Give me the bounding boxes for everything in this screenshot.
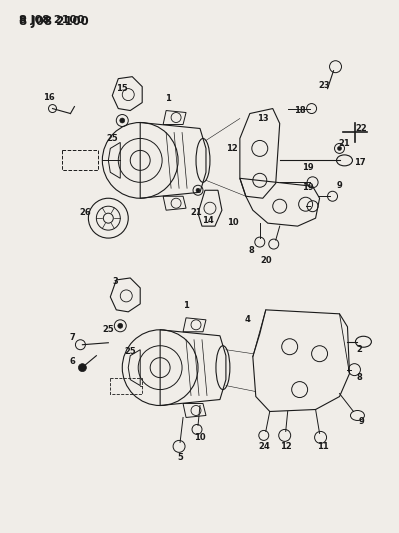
- Text: 5: 5: [177, 453, 183, 462]
- Text: 25: 25: [103, 325, 114, 334]
- Text: 24: 24: [258, 442, 270, 451]
- Text: 10: 10: [227, 217, 239, 227]
- Text: 17: 17: [354, 158, 365, 167]
- Text: 13: 13: [257, 114, 269, 123]
- Text: 18: 18: [294, 106, 306, 115]
- Text: 23: 23: [319, 81, 330, 90]
- Text: 8 J08 2100: 8 J08 2100: [19, 15, 89, 28]
- Text: 25: 25: [107, 134, 118, 143]
- Text: 6: 6: [69, 357, 75, 366]
- Text: 9: 9: [337, 181, 342, 190]
- Circle shape: [120, 118, 125, 123]
- Text: 21: 21: [339, 139, 350, 148]
- Text: 1: 1: [183, 301, 189, 310]
- Text: 3: 3: [113, 278, 118, 286]
- Text: 15: 15: [117, 84, 128, 93]
- Text: 10: 10: [194, 433, 206, 442]
- Text: 2: 2: [356, 345, 362, 354]
- Text: 12: 12: [280, 442, 292, 451]
- Text: 4: 4: [245, 316, 251, 324]
- Text: 12: 12: [226, 144, 238, 153]
- Text: 19: 19: [302, 183, 314, 192]
- Text: 16: 16: [43, 93, 54, 102]
- Text: 19: 19: [302, 163, 314, 172]
- Text: 22: 22: [356, 124, 367, 133]
- Text: 14: 14: [202, 216, 214, 225]
- Text: 1: 1: [165, 94, 171, 103]
- Text: 11: 11: [317, 442, 328, 451]
- Text: 8: 8: [249, 246, 255, 255]
- Circle shape: [196, 188, 200, 192]
- Text: 9: 9: [359, 417, 364, 426]
- Text: 8 J08 2100: 8 J08 2100: [19, 15, 84, 25]
- Text: 7: 7: [69, 333, 75, 342]
- Circle shape: [118, 324, 123, 328]
- Circle shape: [338, 147, 342, 150]
- Text: 8: 8: [357, 373, 362, 382]
- Circle shape: [79, 364, 87, 372]
- Text: 25: 25: [124, 347, 136, 356]
- Text: 21: 21: [190, 208, 202, 217]
- Text: 20: 20: [260, 255, 272, 264]
- Text: 26: 26: [79, 208, 91, 217]
